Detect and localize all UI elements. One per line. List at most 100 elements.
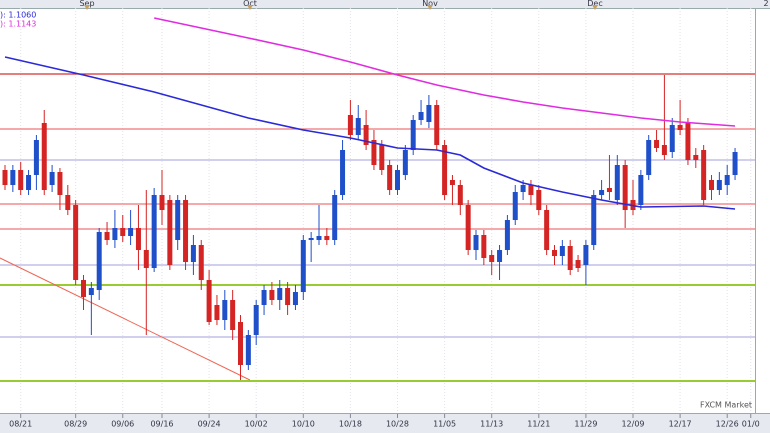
candle-body <box>128 228 134 236</box>
candle-body <box>575 260 581 268</box>
candle-body <box>638 175 644 205</box>
candle-body <box>465 205 471 250</box>
month-label: Oct <box>243 0 257 8</box>
x-tick-label: 11/21 <box>527 420 550 429</box>
candle-body <box>520 185 526 192</box>
candle-body <box>285 288 291 305</box>
candle-body <box>559 246 565 256</box>
candle-body <box>18 170 24 190</box>
candle-body <box>332 195 338 240</box>
x-tick-label: 09/24 <box>198 420 221 429</box>
candle-body <box>426 105 432 122</box>
candle-body <box>489 255 495 262</box>
candle-body <box>175 200 181 240</box>
x-tick-label: 11/05 <box>433 420 456 429</box>
candle-body <box>49 172 55 185</box>
candle-body <box>340 150 346 195</box>
candle-body <box>544 210 550 250</box>
candle-body <box>402 150 408 175</box>
candle-body <box>646 140 652 175</box>
candle-body <box>363 125 369 145</box>
candle-body <box>387 165 393 190</box>
month-label: 2 <box>763 0 768 8</box>
candle-body <box>81 280 86 297</box>
candle-body <box>2 170 8 185</box>
candle-body <box>355 118 361 135</box>
candle-body <box>347 115 353 135</box>
candle-body <box>206 280 212 322</box>
candle-body <box>661 145 667 155</box>
candle-body <box>230 300 236 330</box>
candle-body <box>528 185 534 195</box>
candle-body <box>151 195 157 268</box>
candle-body <box>677 125 683 130</box>
candle-body <box>41 123 47 190</box>
candle-body <box>536 190 542 210</box>
candle-body <box>481 235 487 258</box>
candle-body <box>457 185 463 205</box>
x-tick-label: 12/26 <box>716 420 739 429</box>
candle-body <box>104 232 110 240</box>
candle-body <box>395 170 400 190</box>
candle-body <box>379 145 385 170</box>
candle-body <box>685 122 691 160</box>
candle-body <box>583 245 589 265</box>
watermark: FXCM Market <box>700 401 752 410</box>
candle-body <box>277 288 283 300</box>
candle-body <box>65 195 71 210</box>
candle-body <box>709 180 714 190</box>
candle-body <box>292 292 298 305</box>
candle-body <box>724 175 730 185</box>
candle-body <box>57 172 63 195</box>
candle-body <box>10 170 16 185</box>
top-axis-strip <box>0 0 770 8</box>
candle-body <box>599 190 605 195</box>
candle-body <box>238 322 243 365</box>
candle-body <box>253 305 259 335</box>
candle-body <box>183 200 189 262</box>
x-tick-label: 10/18 <box>339 420 362 429</box>
candle-body <box>606 188 612 192</box>
candle-body <box>96 232 102 290</box>
x-tick-label: 12/09 <box>621 420 644 429</box>
candle-body <box>614 165 620 200</box>
candle-body <box>33 140 39 175</box>
x-tick-label: 11/29 <box>574 420 597 429</box>
candle-body <box>567 246 573 270</box>
candle-body <box>261 290 267 305</box>
candle-body <box>693 155 699 160</box>
candle-body <box>418 112 424 120</box>
candle-body <box>300 240 306 292</box>
candle-body <box>701 150 707 200</box>
candle-body <box>167 200 173 265</box>
candle-body <box>442 145 448 195</box>
candle-body <box>504 220 510 250</box>
candle-body <box>135 228 141 250</box>
month-marker <box>592 5 598 10</box>
x-tick-label: 10/28 <box>386 420 409 429</box>
candle-body <box>324 236 330 240</box>
candle-body <box>622 165 628 210</box>
candle-body <box>112 228 118 240</box>
month-label: Sep <box>79 0 94 8</box>
x-tick-label: 08/21 <box>9 420 32 429</box>
candle-body <box>316 236 322 240</box>
candle-body <box>222 300 228 320</box>
candle-body <box>732 152 738 175</box>
legend-entry: ): 1.1060 <box>0 11 36 20</box>
candle-body <box>245 335 251 365</box>
candle-body <box>73 205 79 280</box>
x-tick-label: 01/0 <box>742 420 760 429</box>
candle-body <box>473 235 479 250</box>
ma-line <box>4 56 736 210</box>
month-marker <box>247 5 253 10</box>
month-marker <box>84 5 90 10</box>
candle-body <box>269 290 275 300</box>
candle-body <box>214 305 220 320</box>
trend-line <box>0 257 251 381</box>
ma-line <box>154 17 736 127</box>
x-tick-label: 09/06 <box>111 420 134 429</box>
candle-body <box>120 228 126 236</box>
